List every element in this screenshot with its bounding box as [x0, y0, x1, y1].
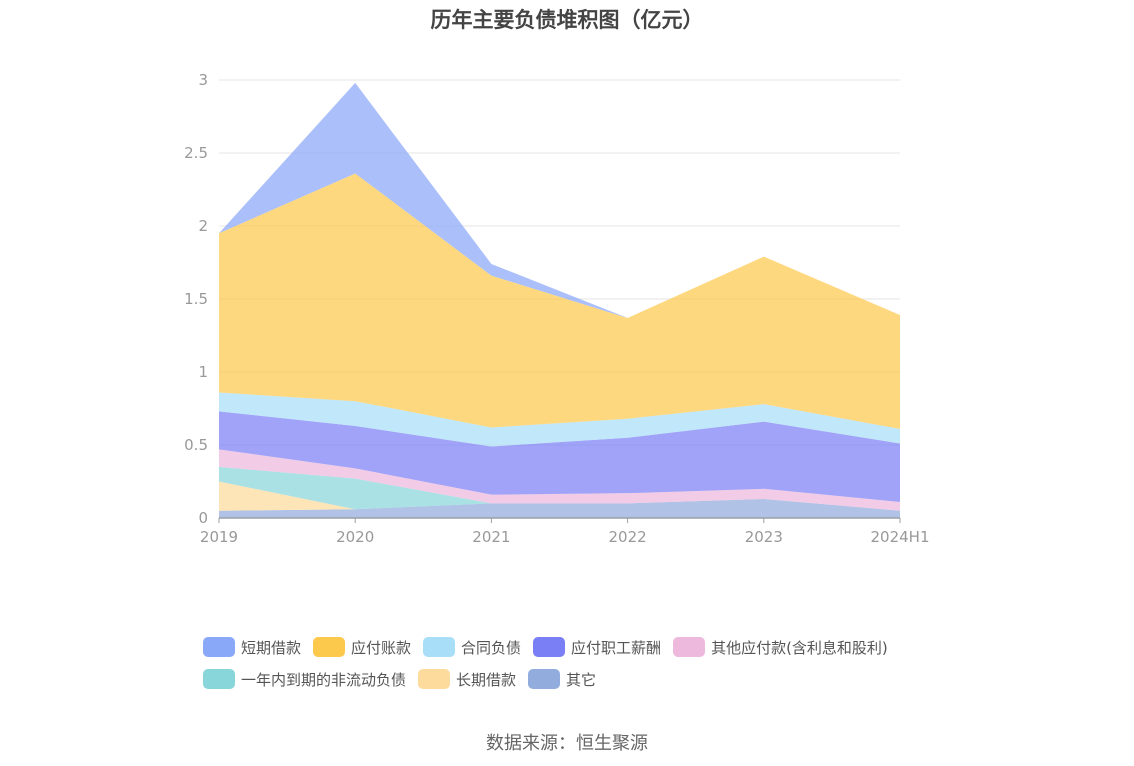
legend-label: 应付账款 — [351, 638, 412, 657]
legend-swatch — [528, 669, 561, 689]
y-tick-label: 3 — [198, 71, 208, 89]
legend-label: 一年内到期的非流动负债 — [241, 670, 407, 689]
y-tick-label: 1.5 — [184, 290, 208, 308]
legend-item[interactable]: 短期借款 — [203, 637, 301, 658]
legend-item[interactable]: 合同负债 — [423, 637, 521, 658]
legend-swatch — [423, 637, 456, 657]
area-series-0 — [219, 82, 900, 318]
data-source: 数据来源：恒生聚源 — [486, 733, 648, 754]
x-tick-label: 2021 — [472, 528, 510, 546]
legend-swatch — [533, 637, 566, 657]
legend-label: 合同负债 — [461, 638, 522, 657]
y-tick-label: 2.5 — [184, 144, 208, 162]
area-series-7 — [219, 499, 900, 518]
area-series-4 — [219, 449, 900, 511]
legend-item[interactable]: 应付账款 — [313, 637, 411, 658]
legend-item[interactable]: 应付职工薪酬 — [533, 637, 661, 658]
legend-swatch — [203, 669, 235, 689]
legend-label: 长期借款 — [456, 670, 517, 689]
y-tick-label: 2 — [198, 217, 208, 235]
axes: 0 0.5 1 1.5 2 2.5 3 2019 2020 2021 2022 2023 2024H1 — [184, 71, 929, 546]
area-chart: 0 0.5 1 1.5 2 2.5 3 2019 2020 2021 2022 2023 2024H1 — [184, 71, 929, 546]
legend-row: 一年内到期的非流动负债 长期借款 其它 — [203, 663, 963, 695]
legend-swatch — [203, 637, 235, 657]
x-tick-label: 2020 — [336, 528, 374, 546]
x-tick-label: 2022 — [609, 528, 647, 546]
legend-label: 其它 — [566, 670, 597, 689]
legend-swatch — [673, 637, 706, 657]
area-series-1 — [219, 173, 900, 429]
legend-row: 短期借款 应付账款 合同负债 应付职工薪酬 其他应付款(含利息和股利) — [203, 631, 963, 663]
chart-title: 历年主要负债堆积图（亿元） — [430, 8, 704, 32]
legend: 短期借款 应付账款 合同负债 应付职工薪酬 其他应付款(含利息和股利) 一年内到期的非流动… — [203, 631, 963, 695]
legend-item[interactable]: 其它 — [528, 669, 596, 690]
legend-item[interactable]: 长期借款 — [418, 669, 516, 690]
y-tick-label: 1 — [198, 363, 208, 381]
legend-label: 短期借款 — [241, 638, 302, 657]
legend-swatch — [313, 637, 346, 657]
area-series-6 — [219, 481, 900, 511]
y-tick-label: 0 — [198, 509, 208, 527]
legend-label: 其他应付款(含利息和股利) — [711, 638, 888, 657]
x-tick-label: 2024H1 — [871, 528, 930, 546]
area-series-3 — [219, 411, 900, 502]
area-series-2 — [219, 392, 900, 447]
x-tick-label: 2019 — [200, 528, 238, 546]
legend-label: 应付职工薪酬 — [571, 638, 662, 657]
stacked-areas — [219, 82, 900, 518]
legend-item[interactable]: 一年内到期的非流动负债 — [203, 669, 406, 690]
legend-swatch — [418, 669, 451, 689]
area-series-5 — [219, 466, 900, 511]
y-tick-label: 0.5 — [184, 436, 208, 454]
legend-item[interactable]: 其他应付款(含利息和股利) — [673, 637, 888, 658]
x-tick-label: 2023 — [745, 528, 783, 546]
